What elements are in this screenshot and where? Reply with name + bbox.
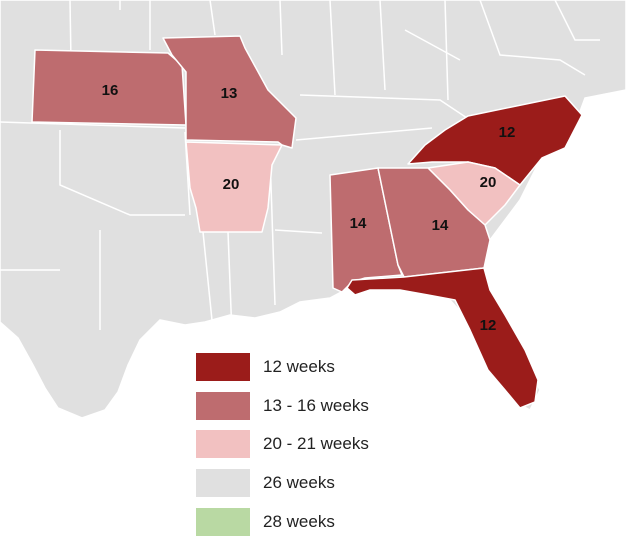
- legend-item: 26 weeks: [196, 464, 456, 503]
- state-kansas: [31, 49, 187, 126]
- label-north-carolina: 12: [499, 124, 516, 141]
- label-kansas: 16: [102, 82, 119, 99]
- state-missouri: [162, 35, 297, 149]
- label-missouri: 13: [221, 85, 238, 102]
- legend-swatch: [196, 391, 250, 420]
- legend-label: 12 weeks: [263, 357, 335, 377]
- legend-label: 20 - 21 weeks: [263, 434, 369, 454]
- legend-label: 13 - 16 weeks: [263, 395, 369, 415]
- state-arkansas: [185, 141, 283, 233]
- legend: 12 weeks 13 - 16 weeks 20 - 21 weeks 26 …: [196, 348, 456, 541]
- legend-swatch: [196, 353, 250, 382]
- label-arkansas: 20: [223, 176, 240, 193]
- legend-swatch: [196, 507, 250, 536]
- state-florida: [346, 267, 539, 409]
- label-georgia: 14: [432, 217, 449, 234]
- label-south-carolina: 20: [480, 174, 497, 191]
- state-borders: [0, 0, 600, 335]
- label-florida: 12: [480, 317, 497, 334]
- legend-swatch: [196, 469, 250, 498]
- state-georgia: [377, 167, 491, 278]
- legend-item: 12 weeks: [196, 348, 456, 387]
- label-alabama: 14: [350, 215, 367, 232]
- legend-item: 13 - 16 weeks: [196, 387, 456, 426]
- legend-swatch: [196, 430, 250, 459]
- legend-item: 20 - 21 weeks: [196, 425, 456, 464]
- legend-label: 26 weeks: [263, 473, 335, 493]
- legend-label: 28 weeks: [263, 511, 335, 531]
- legend-item: 28 weeks: [196, 502, 456, 541]
